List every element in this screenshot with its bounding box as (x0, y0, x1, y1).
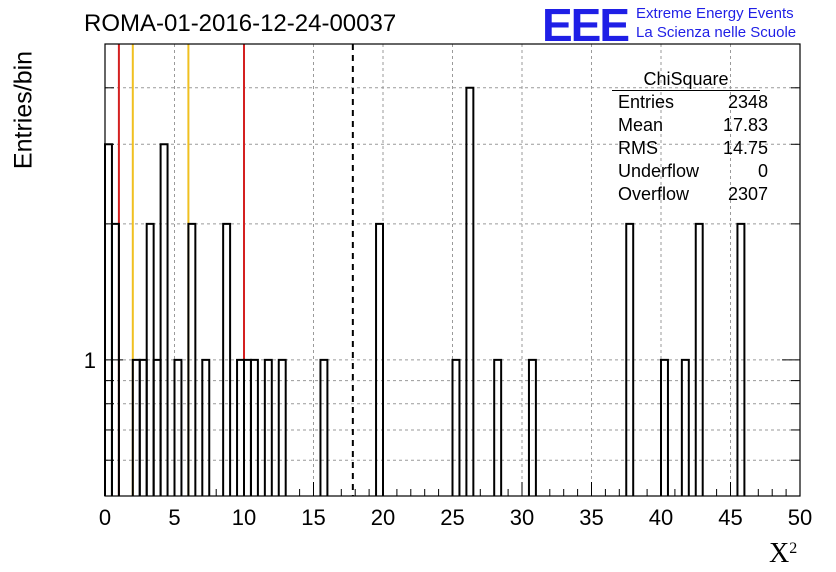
eee-logo: EEE Extreme Energy Events La Scienza nel… (542, 2, 796, 48)
histogram-bar (493, 358, 503, 496)
x-axis-label: X2 (769, 538, 797, 570)
x-tick-labels: 0 5 10 15 20 25 30 35 40 45 50 (99, 505, 812, 530)
x-axis-label-superscript: 2 (789, 540, 798, 557)
histogram-bar (249, 358, 259, 496)
histogram-bar (694, 222, 704, 496)
y-axis-label: Entries/bin (9, 50, 38, 170)
stats-row-rms: RMS 14.75 (610, 137, 774, 160)
x-tick-label: 0 (99, 505, 111, 530)
stats-value: 17.83 (722, 115, 768, 135)
stats-title: ChiSquare (612, 68, 760, 91)
stats-label: Overflow (618, 184, 690, 204)
stats-row-underflow: Underflow 0 (610, 160, 774, 183)
y-tick-labels: 1 (84, 348, 96, 373)
histogram-bar (660, 358, 669, 496)
stats-value: 0 (757, 161, 768, 181)
axis-ticks (104, 87, 801, 496)
histogram-bar (375, 222, 384, 496)
stats-value: 2307 (727, 184, 768, 204)
stats-label: RMS (618, 138, 658, 158)
x-tick-label: 25 (440, 505, 464, 530)
histogram-bar (277, 358, 287, 496)
x-tick-label: 30 (510, 505, 534, 530)
stats-value: 2348 (727, 92, 768, 112)
histogram-bar (625, 222, 635, 496)
x-axis-label-base: X (769, 538, 790, 569)
histogram-bar (527, 358, 537, 496)
histogram-bar (159, 143, 169, 496)
stats-value: 14.75 (722, 138, 768, 158)
x-tick-label: 40 (649, 505, 673, 530)
stats-row-overflow: Overflow 2307 (610, 183, 774, 206)
grid-lines (105, 44, 800, 496)
histogram-bar (319, 358, 329, 496)
logo-line-2: La Scienza nelle Scuole (636, 24, 797, 41)
histogram-bar (173, 358, 183, 496)
histogram-bar (680, 358, 690, 496)
histogram-bar (465, 86, 475, 496)
stats-label: Entries (618, 92, 675, 112)
histogram-bar (201, 358, 211, 496)
chart-title: ROMA-01-2016-12-24-00037 (84, 10, 397, 37)
stats-row-mean: Mean 17.83 (610, 114, 774, 137)
logo-mark: EEE (542, 0, 630, 51)
x-tick-label: 15 (301, 505, 325, 530)
histogram-bar (736, 222, 746, 496)
stats-box: ChiSquare Entries 2348 Mean 17.83 RMS 14.75… (610, 68, 774, 206)
stats-row-entries: Entries 2348 (610, 91, 774, 114)
stats-label: Underflow (618, 161, 700, 181)
x-tick-label: 20 (371, 505, 395, 530)
x-tick-label: 50 (788, 505, 812, 530)
logo-text: Extreme Energy Events La Scienza nelle S… (636, 4, 796, 42)
y-tick-label: 1 (84, 348, 96, 373)
x-tick-label: 10 (232, 505, 256, 530)
x-tick-label: 5 (168, 505, 180, 530)
stats-label: Mean (618, 115, 664, 135)
logo-line-1: Extreme Energy Events (636, 5, 794, 22)
histogram-bar (104, 143, 113, 496)
x-tick-label: 45 (718, 505, 742, 530)
histogram-bar (451, 358, 461, 496)
histogram-bar (222, 222, 232, 496)
x-tick-label: 35 (579, 505, 603, 530)
histogram-bar (187, 222, 197, 496)
histogram-bar (263, 358, 273, 496)
histogram-bars (104, 86, 746, 496)
